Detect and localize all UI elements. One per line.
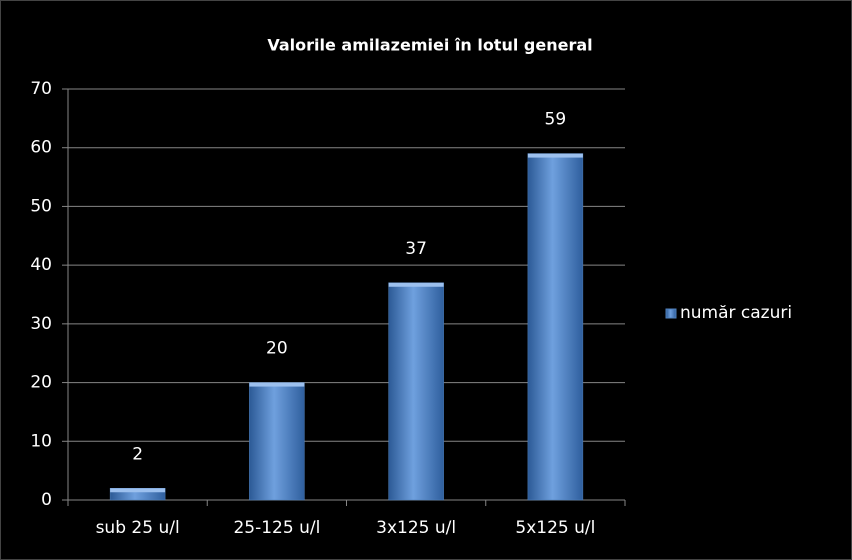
x-tick-label: 5x125 u/l xyxy=(515,518,595,538)
y-tick-label: 40 xyxy=(30,255,52,275)
y-tick-label: 50 xyxy=(30,196,52,216)
y-tick-label: 60 xyxy=(30,138,52,158)
bar xyxy=(249,382,305,501)
legend-label: număr cazuri xyxy=(680,303,792,323)
bar-top xyxy=(388,282,444,287)
x-tick-label: sub 25 u/l xyxy=(96,518,180,538)
x-tick-label: 3x125 u/l xyxy=(376,518,456,538)
x-tick-label: 25-125 u/l xyxy=(233,518,320,538)
legend-swatch xyxy=(665,308,677,319)
bar-top xyxy=(110,488,166,493)
bar xyxy=(527,153,584,501)
data-label: 20 xyxy=(266,339,288,359)
y-tick-label: 30 xyxy=(30,314,52,334)
y-tick-label: 20 xyxy=(30,373,52,393)
chart-title: Valorile amilazemiei în lotul general xyxy=(267,36,592,55)
y-tick-label: 70 xyxy=(30,79,52,99)
bar xyxy=(388,282,444,501)
data-label: 2 xyxy=(132,444,143,464)
bar-top xyxy=(527,153,583,158)
data-label: 59 xyxy=(545,110,567,130)
bar-top xyxy=(249,382,305,387)
y-tick-label: 10 xyxy=(30,431,52,451)
y-tick-label: 0 xyxy=(41,490,52,510)
data-label: 37 xyxy=(405,239,427,259)
